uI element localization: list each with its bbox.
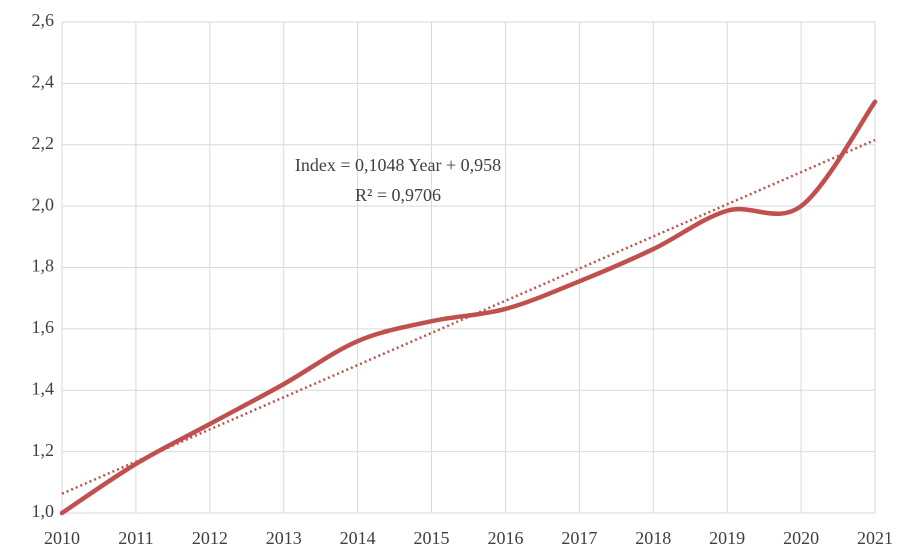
y-tick-label: 1,8	[32, 256, 55, 276]
trend-equation: Index = 0,1048 Year + 0,958	[295, 155, 501, 175]
x-tick-label: 2016	[487, 528, 523, 548]
y-tick-label: 1,0	[32, 501, 55, 521]
x-tick-label: 2012	[192, 528, 228, 548]
trend-r-squared: R² = 0,9706	[355, 185, 441, 205]
y-tick-label: 2,6	[32, 10, 55, 30]
y-tick-label: 1,6	[32, 317, 55, 337]
x-tick-label: 2018	[635, 528, 671, 548]
y-tick-label: 2,0	[32, 194, 55, 214]
x-tick-label: 2019	[709, 528, 745, 548]
x-tick-label: 2015	[414, 528, 450, 548]
x-tick-label: 2014	[340, 528, 376, 548]
y-tick-label: 2,2	[32, 133, 55, 153]
x-tick-label: 2021	[857, 528, 893, 548]
x-tick-label: 2013	[266, 528, 302, 548]
data-line	[59, 99, 878, 516]
x-tick-label: 2020	[783, 528, 819, 548]
y-tick-label: 1,2	[32, 440, 55, 460]
y-tick-label: 2,4	[32, 72, 55, 92]
y-tick-label: 1,4	[32, 378, 55, 398]
x-tick-label: 2010	[44, 528, 80, 548]
x-tick-label: 2011	[118, 528, 153, 548]
x-tick-label: 2017	[561, 528, 597, 548]
